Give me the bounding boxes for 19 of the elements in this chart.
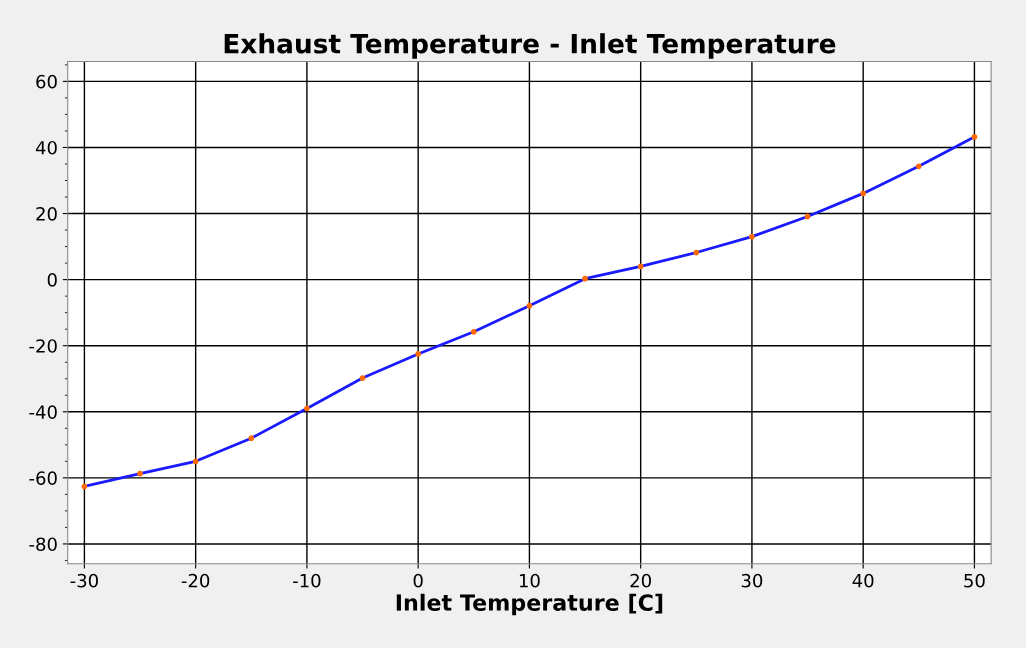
- x-tick-label: 10: [519, 573, 540, 588]
- x-tick-label: -10: [293, 573, 321, 588]
- y-tick-label: 20: [36, 207, 57, 221]
- x-axis-title: Inlet Temperature [C]: [396, 593, 663, 616]
- y-tick-label: 40: [35, 140, 57, 155]
- y-tick-label: -60: [29, 471, 57, 485]
- y-tick-label: -40: [29, 405, 57, 419]
- y-tick-label: 60: [36, 74, 57, 89]
- x-tick-label: -20: [181, 573, 210, 588]
- y-tick-label: 0: [47, 273, 57, 287]
- x-tick-label: 40: [852, 573, 874, 588]
- x-tick-label: 50: [964, 573, 985, 588]
- chart-title: Exhaust Temperature - Inlet Temperature: [224, 33, 836, 59]
- x-tick-label: 30: [741, 573, 763, 588]
- x-tick-label: 20: [630, 573, 651, 588]
- x-tick-label: 0: [413, 573, 423, 588]
- x-tick-label: -30: [70, 573, 98, 588]
- y-tick-label: -20: [29, 339, 57, 353]
- y-tick-label: -80: [29, 537, 57, 552]
